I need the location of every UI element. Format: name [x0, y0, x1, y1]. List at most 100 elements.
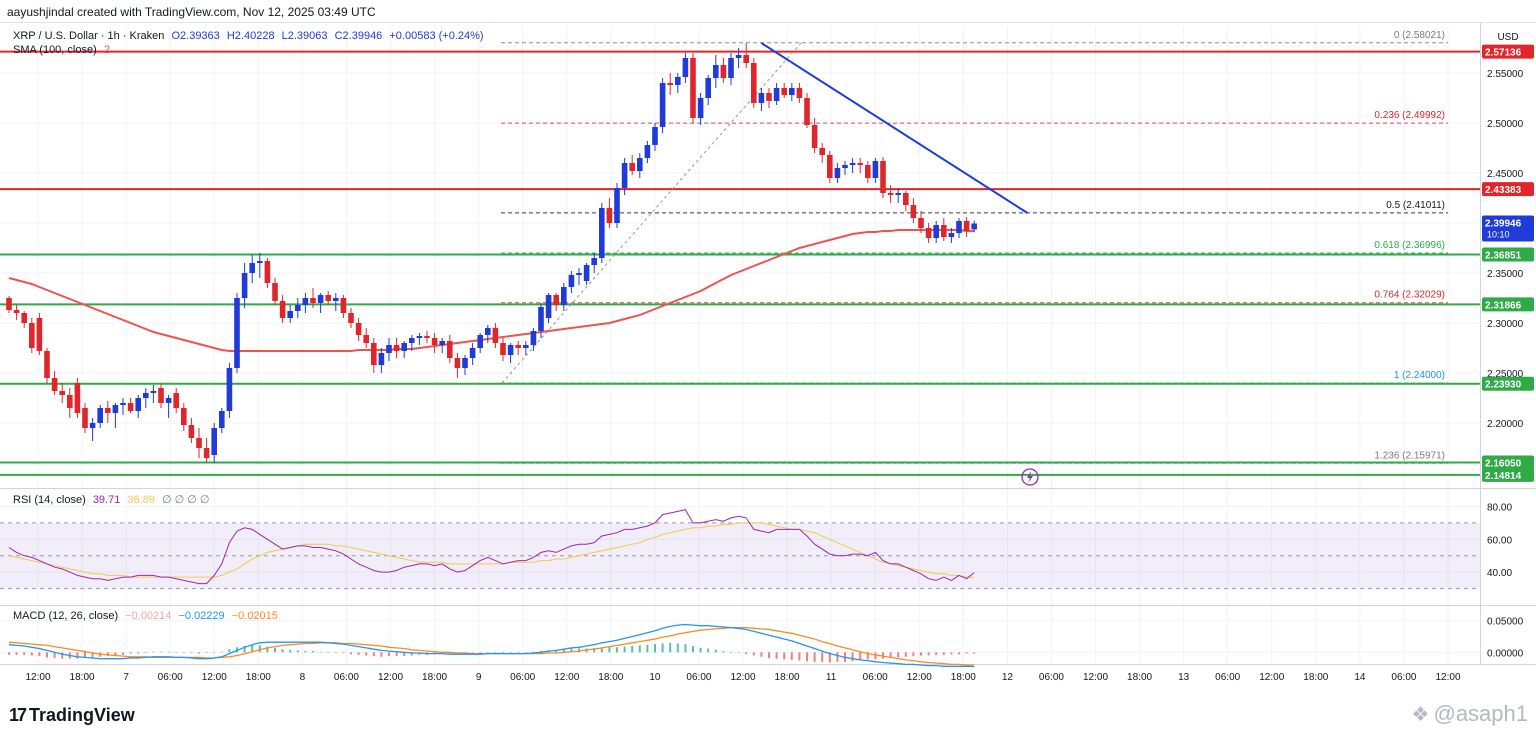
macd-histogram-bar	[114, 652, 117, 656]
macd-histogram-bar	[973, 652, 976, 654]
candle-down	[67, 395, 73, 408]
fib-label-0.618: 0.618 (2.36996)	[1374, 240, 1445, 251]
macd-histogram-bar	[692, 646, 694, 653]
rsi-label[interactable]: RSI (14, close)	[13, 494, 86, 506]
macd-label[interactable]: MACD (12, 26, close)	[13, 610, 119, 622]
time-tick-label: 18:00	[246, 672, 271, 683]
macd-histogram-bar	[190, 652, 193, 653]
candle-down	[44, 351, 50, 378]
fib-label-0: 0 (2.58021)	[1394, 30, 1445, 41]
macd-histogram-bar	[570, 648, 573, 653]
candle-up	[758, 93, 765, 103]
candle-down	[963, 221, 970, 231]
rsi-legend[interactable]: RSI (14, close) 39.71 36.89 ∅ ∅ ∅ ∅	[13, 493, 214, 506]
candle-up	[97, 408, 103, 423]
macd-histogram-bar	[798, 652, 801, 661]
candle-down	[804, 98, 810, 125]
candle-down	[941, 225, 947, 237]
attribution-text: aayushjindal created with TradingView.co…	[7, 5, 376, 19]
sma-label[interactable]: SMA (100, close)	[13, 44, 97, 56]
macd-histogram-bar	[137, 652, 140, 654]
time-tick-label: 18:00	[70, 672, 95, 683]
time-tick-label: 14	[1354, 672, 1366, 683]
candle-up	[523, 345, 529, 348]
candle-up	[697, 98, 704, 118]
macd-histogram-bar	[532, 651, 535, 653]
level-price-tag	[1482, 376, 1534, 391]
candle-up	[637, 158, 643, 171]
candle-up	[849, 163, 856, 165]
candle-down	[903, 193, 909, 205]
macd-histogram-bar	[243, 646, 246, 653]
macd-legend[interactable]: MACD (12, 26, close) −0.00214 −0.02229 −…	[13, 610, 282, 622]
macd-tick-label: 0.00000	[1487, 648, 1524, 659]
macd-histogram-bar	[768, 652, 770, 659]
macd-histogram-bar	[395, 652, 398, 657]
lightning-event-icon	[1021, 468, 1039, 486]
candle-down	[36, 318, 43, 351]
macd-value: −0.02229	[178, 610, 225, 622]
symbol-name[interactable]: XRP / U.S. Dollar · 1h · Kraken	[13, 30, 165, 42]
candle-down	[29, 323, 35, 348]
level-price-label: 2.43383	[1485, 185, 1522, 196]
macd-histogram-bar	[509, 652, 512, 653]
macd-histogram-bar	[722, 651, 725, 653]
time-tick-label: 18:00	[1303, 672, 1328, 683]
chart-canvas[interactable]: 0 (2.58021) 0.236 (2.49992) 0.5 (2.41011) 0…	[0, 0, 1536, 700]
level-price-tag	[1482, 44, 1534, 59]
signal-value: −0.02015	[231, 610, 278, 622]
macd-histogram-bar	[927, 652, 930, 656]
candle-down	[424, 336, 430, 338]
level-price-label: 2.57136	[1485, 48, 1522, 59]
macd-histogram-bar	[897, 652, 900, 658]
price-tick-label: 2.55000	[1487, 69, 1524, 80]
candle-down	[59, 391, 65, 395]
macd-histogram-bar	[129, 652, 132, 654]
candle-up	[933, 225, 939, 238]
rsi-value: 39.71	[92, 494, 121, 506]
candle-down	[827, 155, 833, 178]
candle-down	[910, 205, 917, 218]
candle-down	[454, 358, 461, 368]
macd-histogram-bar	[912, 652, 915, 657]
macd-histogram-bar	[448, 652, 451, 655]
candle-down	[781, 88, 787, 95]
candle-up	[89, 423, 96, 428]
candle-down	[127, 403, 134, 411]
macd-histogram-bar	[38, 652, 41, 657]
level-price-label: 2.23930	[1485, 380, 1522, 391]
candle-up	[462, 358, 468, 368]
macd-histogram-bar	[760, 652, 763, 657]
ohlc-low: L2.39063	[281, 30, 328, 42]
macd-histogram-bar	[144, 652, 147, 653]
time-tick-label: 06:00	[334, 672, 359, 683]
time-tick-label: 06:00	[158, 672, 183, 683]
rsi-extra-values: ∅ ∅ ∅ ∅	[162, 494, 210, 506]
macd-histogram-bar	[684, 644, 687, 653]
candle-down	[743, 55, 749, 63]
candle-up	[416, 336, 423, 338]
candle-up	[135, 398, 141, 411]
macd-histogram-bar	[228, 649, 231, 653]
candle-up	[614, 188, 620, 223]
symbol-legend[interactable]: XRP / U.S. Dollar · 1h · Kraken O2.39363…	[13, 30, 488, 42]
macd-histogram-bar	[958, 652, 960, 655]
candle-down	[606, 208, 613, 223]
macd-histogram-bar	[342, 652, 345, 653]
macd-histogram-bar	[372, 652, 375, 657]
macd-histogram-bar	[380, 652, 383, 657]
candle-down	[21, 313, 27, 323]
candle-up	[378, 353, 385, 365]
level-price-label: 2.16050	[1485, 459, 1522, 470]
macd-histogram-bar	[334, 652, 337, 653]
current-price-tag	[1482, 215, 1534, 242]
macd-histogram-bar	[486, 652, 489, 653]
macd-histogram-bar	[410, 652, 413, 656]
tradingview-logo[interactable]: 17 TradingView	[9, 705, 135, 726]
time-tick-label: 12:00	[554, 672, 579, 683]
macd-histogram-bar	[167, 651, 170, 653]
candle-up	[211, 428, 217, 455]
macd-histogram-bar	[160, 651, 162, 653]
sma-legend[interactable]: SMA (100, close) 2	[13, 44, 114, 56]
macd-histogram-bar	[874, 652, 877, 660]
